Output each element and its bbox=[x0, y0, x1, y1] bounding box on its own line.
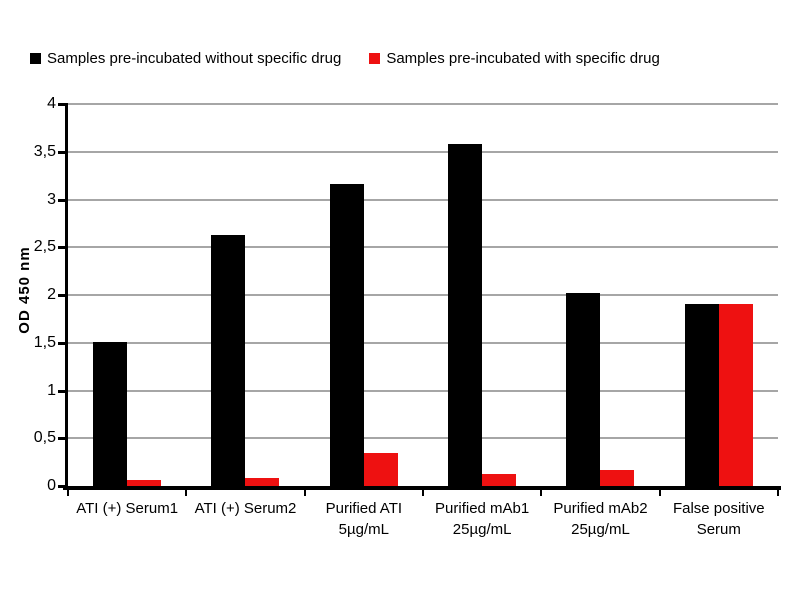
x-axis-line bbox=[63, 486, 781, 490]
y-tick-label: 2 bbox=[47, 286, 56, 303]
y-tick-mark bbox=[58, 389, 68, 393]
legend-swatch-red bbox=[369, 53, 381, 64]
bar-series-1-cat-5 bbox=[718, 303, 753, 486]
bar-group bbox=[305, 104, 423, 486]
x-category-label: Purified mAb2 25µg/mL bbox=[553, 500, 648, 538]
x-tick-mark bbox=[777, 490, 779, 496]
y-tick-label: 1,5 bbox=[33, 333, 56, 351]
bar-group bbox=[186, 104, 304, 486]
bar-series-1-cat-4 bbox=[600, 469, 635, 486]
x-tick-mark bbox=[658, 490, 661, 496]
bar-series-1-cat-3 bbox=[482, 473, 517, 486]
bar-series-0-cat-4 bbox=[566, 293, 601, 486]
bar-series-1-cat-0 bbox=[127, 480, 162, 486]
bar-series-0-cat-2 bbox=[329, 184, 364, 486]
x-category-label: ATI (+) Serum1 bbox=[76, 500, 179, 517]
bar-group bbox=[541, 104, 659, 486]
legend-label-without-drug: Samples pre-incubated without specific d… bbox=[47, 50, 342, 67]
x-category-label: Purified ATI 5µg/mL bbox=[325, 500, 403, 538]
bar-series-0-cat-3 bbox=[448, 144, 483, 486]
legend-label-with-drug: Samples pre-incubated with specific drug bbox=[386, 50, 660, 67]
y-tick-mark bbox=[58, 246, 68, 250]
x-tick-mark bbox=[303, 490, 306, 496]
x-axis-category-labels: ATI (+) Serum1 ATI (+) Serum2 Purified ATI… bbox=[68, 498, 778, 540]
y-tick-mark bbox=[58, 294, 68, 297]
y-tick-label: 1 bbox=[47, 381, 56, 399]
legend-item-with-drug: Samples pre-incubated with specific drug bbox=[369, 50, 660, 67]
y-tick-mark bbox=[58, 341, 68, 345]
y-tick-mark bbox=[58, 150, 68, 154]
bars-container bbox=[68, 104, 778, 486]
plot-area bbox=[58, 103, 781, 496]
y-axis-line bbox=[65, 104, 68, 490]
gridline bbox=[68, 198, 778, 201]
gridline bbox=[68, 389, 778, 392]
gridline bbox=[68, 246, 778, 249]
x-tick-mark bbox=[185, 490, 188, 496]
legend-swatch-black bbox=[30, 53, 41, 64]
bar-group bbox=[660, 104, 778, 486]
x-category-label: ATI (+) Serum2 bbox=[194, 500, 297, 517]
gridline bbox=[68, 294, 778, 296]
y-tick-mark bbox=[58, 198, 68, 202]
bar-series-0-cat-1 bbox=[211, 234, 246, 486]
bar-series-0-cat-0 bbox=[93, 341, 128, 486]
bar-series-1-cat-2 bbox=[363, 452, 398, 486]
gridline bbox=[68, 437, 778, 440]
x-tick-mark bbox=[422, 490, 424, 496]
legend-item-without-drug: Samples pre-incubated without specific d… bbox=[30, 50, 341, 67]
y-tick-mark bbox=[58, 103, 68, 106]
y-axis-tick-labels: 0 0,5 1 1,5 2 2,5 3 3,5 4 bbox=[0, 95, 56, 494]
x-tick-mark bbox=[67, 490, 69, 496]
gridline bbox=[68, 150, 778, 153]
y-tick-label: 3,5 bbox=[33, 142, 56, 160]
x-tick-mark bbox=[540, 490, 543, 496]
y-tick-label: 4 bbox=[47, 95, 56, 112]
legend: Samples pre-incubated without specific d… bbox=[30, 50, 660, 67]
x-category-label: Purified mAb1 25µg/mL bbox=[435, 500, 530, 538]
y-tick-label: 3 bbox=[47, 190, 56, 208]
x-category-label: False positive Serum bbox=[672, 500, 765, 538]
gridline bbox=[68, 103, 778, 105]
bar-group bbox=[423, 104, 541, 486]
bar-group bbox=[68, 104, 186, 486]
bar-series-1-cat-1 bbox=[245, 478, 280, 486]
y-tick-label: 0 bbox=[47, 477, 56, 494]
y-tick-label: 2,5 bbox=[33, 238, 56, 256]
y-tick-label: 0,5 bbox=[33, 429, 56, 447]
y-tick-mark bbox=[58, 485, 68, 488]
y-tick-mark bbox=[58, 437, 68, 441]
bar-series-0-cat-5 bbox=[684, 303, 719, 486]
gridline bbox=[68, 341, 778, 344]
